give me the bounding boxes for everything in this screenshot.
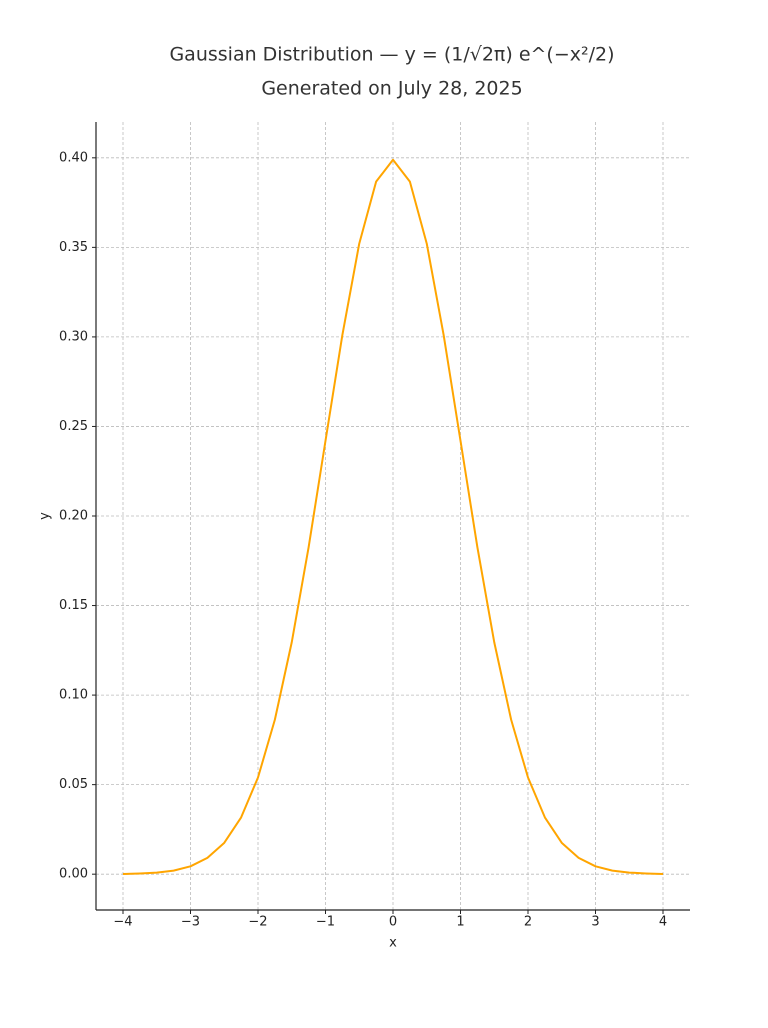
- y-tick-label: 0.25: [59, 419, 88, 434]
- x-tick-label: −1: [316, 915, 335, 930]
- x-tick-label: 3: [591, 915, 599, 930]
- x-tick-label: 0: [389, 915, 397, 930]
- y-tick-label: 0.10: [59, 688, 88, 703]
- y-tick-label: 0.20: [59, 509, 88, 524]
- y-tick-label: 0.05: [59, 777, 88, 792]
- x-axis-label: x: [389, 936, 397, 951]
- line-series: [122, 158, 664, 875]
- y-axis-label: y: [38, 512, 53, 520]
- x-tick-label: −3: [181, 915, 200, 930]
- x-tick-label: −2: [248, 915, 267, 930]
- y-tick-label: 0.30: [59, 329, 88, 344]
- y-tick-label: 0.40: [59, 150, 88, 165]
- chart-subtitle: Generated on July 28, 2025: [261, 78, 522, 100]
- chart-title: Gaussian Distribution — y = (1/√2π) e^(−…: [169, 44, 614, 66]
- y-tick-label: 0.00: [59, 867, 88, 882]
- x-tick-label: 1: [456, 915, 464, 930]
- y-tick-label: 0.15: [59, 598, 88, 613]
- x-tick-label: 2: [524, 915, 532, 930]
- x-tick-label: −4: [113, 915, 132, 930]
- y-tick-label: 0.35: [59, 240, 88, 255]
- x-tick-label: 4: [659, 915, 667, 930]
